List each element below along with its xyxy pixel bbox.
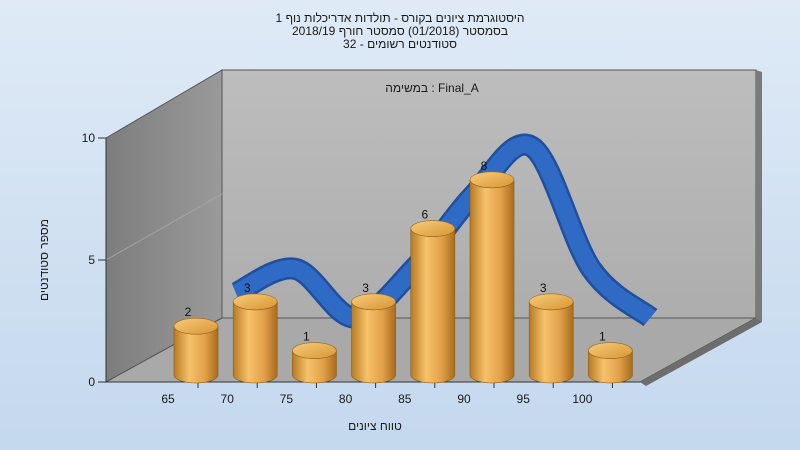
bar-body	[410, 228, 456, 384]
bar-top	[588, 342, 633, 359]
side-wall-gridline-5	[105, 193, 223, 261]
bar-top	[232, 293, 278, 311]
bar-value-label: 6	[421, 208, 428, 222]
bar: 3	[528, 281, 574, 384]
bar: 3	[232, 281, 278, 384]
bar-value-label: 1	[599, 330, 606, 344]
bar: 6	[410, 208, 456, 384]
bar-body	[528, 301, 574, 384]
y-axis: 0 5 10	[82, 131, 107, 389]
bar-body	[232, 301, 278, 384]
bar-value-label: 2	[185, 305, 192, 319]
bar-top	[469, 171, 515, 189]
bar: 3	[351, 281, 396, 384]
x-tick-label: 85	[398, 392, 412, 406]
bar: 2	[173, 305, 219, 384]
x-tick-label: 95	[517, 392, 531, 406]
x-tick-label: 90	[457, 392, 471, 406]
title-line-3: סטודנטים רשומים - 32	[343, 37, 457, 51]
x-tick-label: 75	[280, 392, 294, 406]
x-tick-label: 100	[572, 392, 592, 406]
bar-top	[351, 293, 396, 311]
bar-top	[173, 317, 219, 335]
y-tick-label: 10	[82, 131, 96, 145]
bar-value-label: 8	[481, 159, 488, 173]
x-axis-title: טווח ציונים	[348, 419, 402, 433]
y-axis-title: מספר סטודנטים	[37, 219, 51, 301]
bar-top	[528, 293, 574, 311]
bar: 8	[469, 159, 515, 384]
bar: 1	[292, 330, 337, 384]
x-tick-label: 70	[221, 392, 235, 406]
bar-value-label: 3	[540, 281, 547, 295]
back-wall-right-edge	[756, 70, 762, 322]
floor-front-edge	[640, 318, 762, 386]
chart-title: היסטוגרמת ציונים בקורס - תולדות אדריכלות…	[276, 11, 525, 51]
x-ticks: 65 70 75 80 85 90 95 100	[161, 382, 613, 406]
x-tick-label: 80	[339, 392, 353, 406]
bar-top	[292, 342, 337, 359]
bar: 1	[588, 330, 633, 384]
title-line-1: היסטוגרמת ציונים בקורס - תולדות אדריכלות…	[276, 11, 525, 25]
x-axis: 65 70 75 80 85 90 95 100	[106, 381, 640, 406]
task-annotation: במשימה : Final_A	[385, 81, 479, 95]
bar-body	[173, 326, 219, 384]
y-tick-label: 5	[88, 253, 95, 267]
y-tick-label: 0	[88, 375, 95, 389]
x-tick-label: 65	[161, 392, 175, 406]
bar-body	[469, 179, 515, 384]
bar-value-label: 3	[244, 281, 251, 295]
bar-value-label: 1	[303, 330, 310, 344]
bar-body	[351, 301, 396, 384]
title-line-2: בסמסטר (01/2018) סמסטר חורף 2018/19	[292, 24, 508, 38]
bar-top	[410, 220, 456, 237]
plot-walls	[105, 69, 762, 386]
bars: 2 3 1 3 6 8 3 1	[173, 159, 633, 384]
bar-value-label: 3	[362, 281, 369, 295]
y-ticks: 0 5 10	[82, 131, 106, 389]
